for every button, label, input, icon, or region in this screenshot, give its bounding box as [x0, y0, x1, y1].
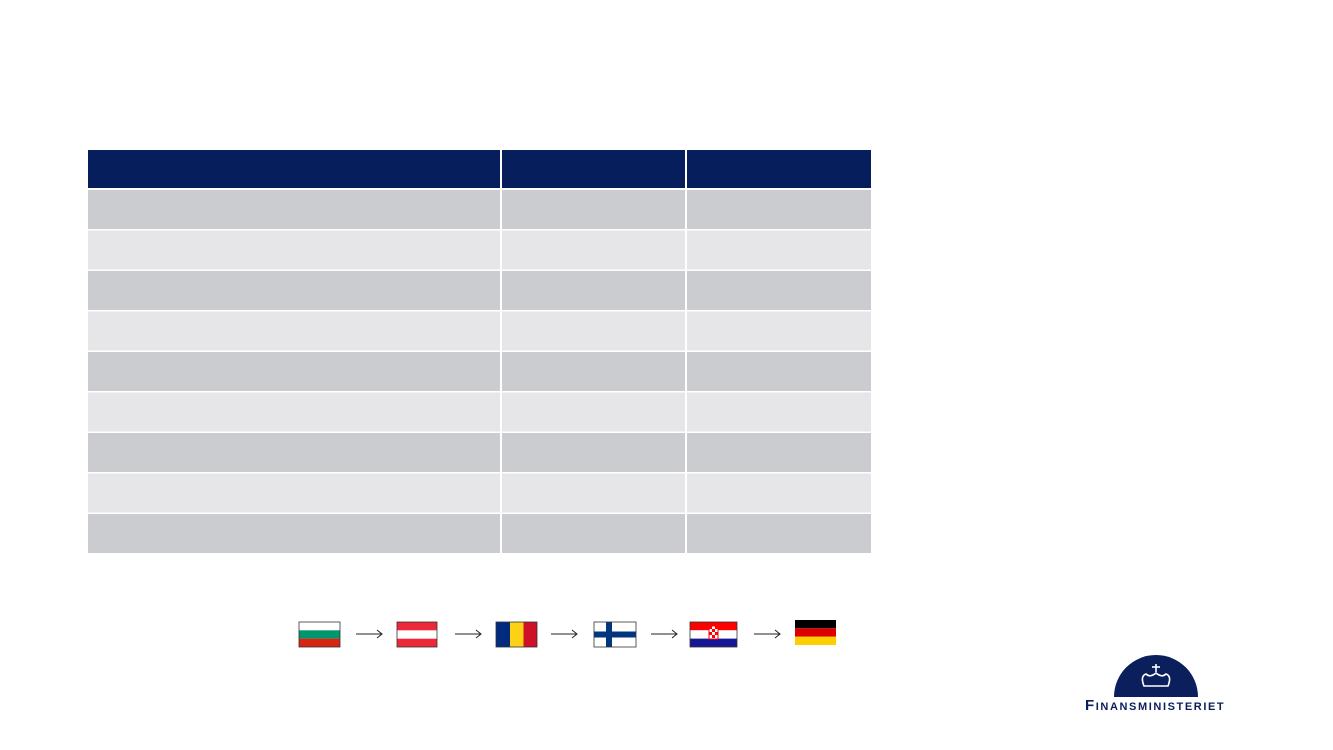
flag-germany — [795, 620, 836, 645]
table-cell — [687, 230, 871, 270]
flag-bulgaria — [298, 621, 341, 648]
header-cell — [88, 150, 500, 188]
header-cell — [502, 150, 685, 188]
table-cell — [88, 271, 500, 310]
table-cell — [88, 230, 500, 270]
flag-croatia — [689, 621, 738, 648]
table-cell — [502, 514, 685, 553]
flag-austria — [396, 621, 438, 648]
table-cell — [502, 190, 685, 229]
flags — [298, 620, 836, 648]
table-cell — [502, 392, 685, 432]
table-cell — [687, 433, 871, 472]
logo-emblem — [1114, 655, 1198, 697]
table-cell — [687, 311, 871, 351]
table-cell — [88, 352, 500, 391]
table-cell — [88, 473, 500, 513]
table-cell — [88, 514, 500, 553]
table-cell — [687, 271, 871, 310]
header-cell — [687, 150, 871, 188]
logo: Finansministeriet — [1085, 655, 1225, 714]
table-cell — [88, 392, 500, 432]
table-cell — [502, 473, 685, 513]
table-cell — [687, 190, 871, 229]
table-cell — [88, 311, 500, 351]
table-cell — [502, 311, 685, 351]
table-cell — [687, 352, 871, 391]
logo-text: Finansministeriet — [1085, 697, 1225, 714]
table-cell — [88, 190, 500, 229]
flag-romania — [495, 621, 538, 648]
table — [88, 150, 871, 553]
table-cell — [502, 433, 685, 472]
table-cell — [687, 514, 871, 553]
flag-finland — [593, 621, 637, 648]
table-cell — [502, 352, 685, 391]
table-cell — [502, 230, 685, 270]
table-cell — [687, 473, 871, 513]
table-cell — [88, 433, 500, 472]
table-cell — [687, 392, 871, 432]
arrows — [356, 629, 781, 639]
table-cell — [502, 271, 685, 310]
